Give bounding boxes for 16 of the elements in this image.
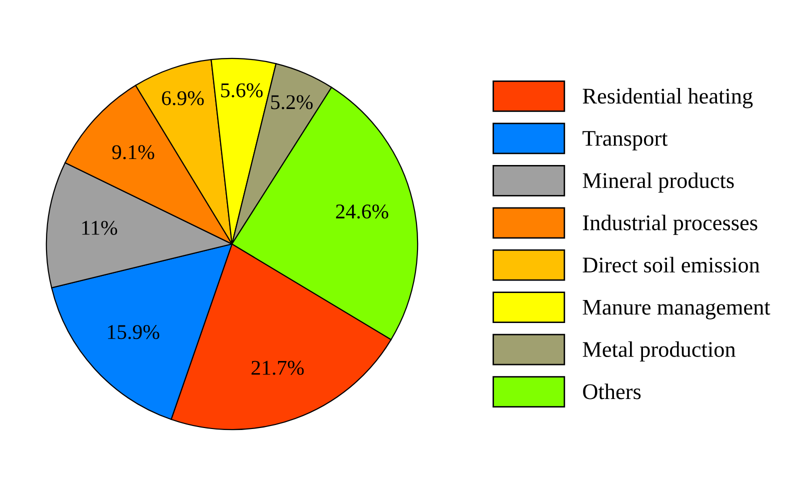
legend-label: Manure management bbox=[582, 300, 770, 320]
data-label: 24.6% bbox=[336, 204, 388, 219]
data-label: 21.7% bbox=[252, 360, 304, 375]
legend-label: Mineral products bbox=[582, 172, 734, 193]
legend-label: Residential heating bbox=[582, 88, 753, 108]
data-label: 15.9% bbox=[108, 325, 160, 340]
legend-label: Transport bbox=[582, 131, 668, 150]
data-label: 9.1% bbox=[112, 145, 154, 160]
data-label: 11% bbox=[82, 220, 118, 235]
data-label: 5.6% bbox=[221, 83, 263, 98]
legend-label: Industrial processes bbox=[582, 214, 758, 235]
data-label: 5.2% bbox=[271, 95, 313, 110]
legend-label: Others bbox=[583, 384, 641, 400]
legend-label: Metal production bbox=[582, 341, 736, 362]
legend-label: Direct soil emission bbox=[582, 256, 760, 273]
data-label: 6.9% bbox=[162, 91, 204, 106]
